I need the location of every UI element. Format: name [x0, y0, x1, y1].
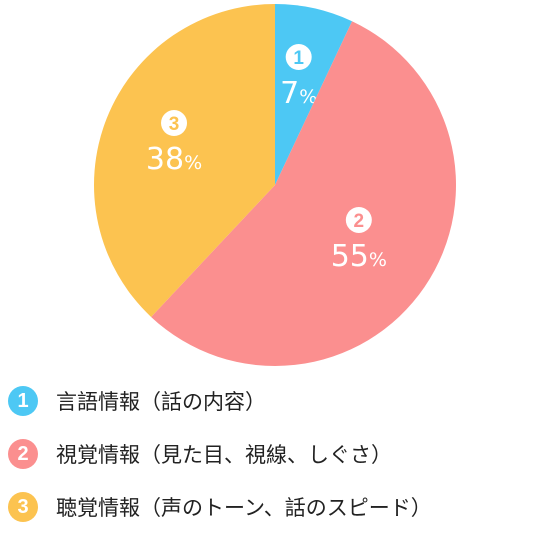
legend-item: 3 聴覚情報（声のトーン、話のスピード）	[8, 490, 548, 524]
legend-item: 1 言語情報（話の内容）	[8, 384, 548, 418]
legend-label: 視覚情報（見た目、視線、しぐさ）	[56, 443, 392, 467]
legend-label: 言語情報（話の内容）	[56, 390, 266, 414]
pie-slice	[93, 4, 275, 317]
slice-number: 3	[169, 114, 180, 135]
slice-number-badge	[285, 44, 312, 71]
legend-label: 聴覚情報（声のトーン、話のスピード）	[56, 496, 432, 520]
slice-value-label: 55%	[331, 239, 387, 274]
legend-badge: 1	[8, 386, 38, 416]
legend-item: 2 視覚情報（見た目、視線、しぐさ）	[8, 437, 548, 471]
legend-badge: 2	[8, 439, 38, 469]
pie-slice	[151, 21, 456, 366]
slice-number: 1	[293, 48, 304, 69]
legend: 1 言語情報（話の内容） 2 視覚情報（見た目、視線、しぐさ） 3 聴覚情報（声…	[8, 384, 548, 543]
slice-value-label: 7%	[280, 76, 317, 111]
slice-number-badge	[345, 206, 372, 233]
legend-badge: 3	[8, 492, 38, 522]
slice-value-label: 38%	[146, 142, 202, 177]
slice-number: 2	[354, 211, 365, 232]
slice-number-badge	[161, 110, 188, 137]
pie-chart: 1 7% 2 55% 3 38%	[93, 4, 456, 366]
